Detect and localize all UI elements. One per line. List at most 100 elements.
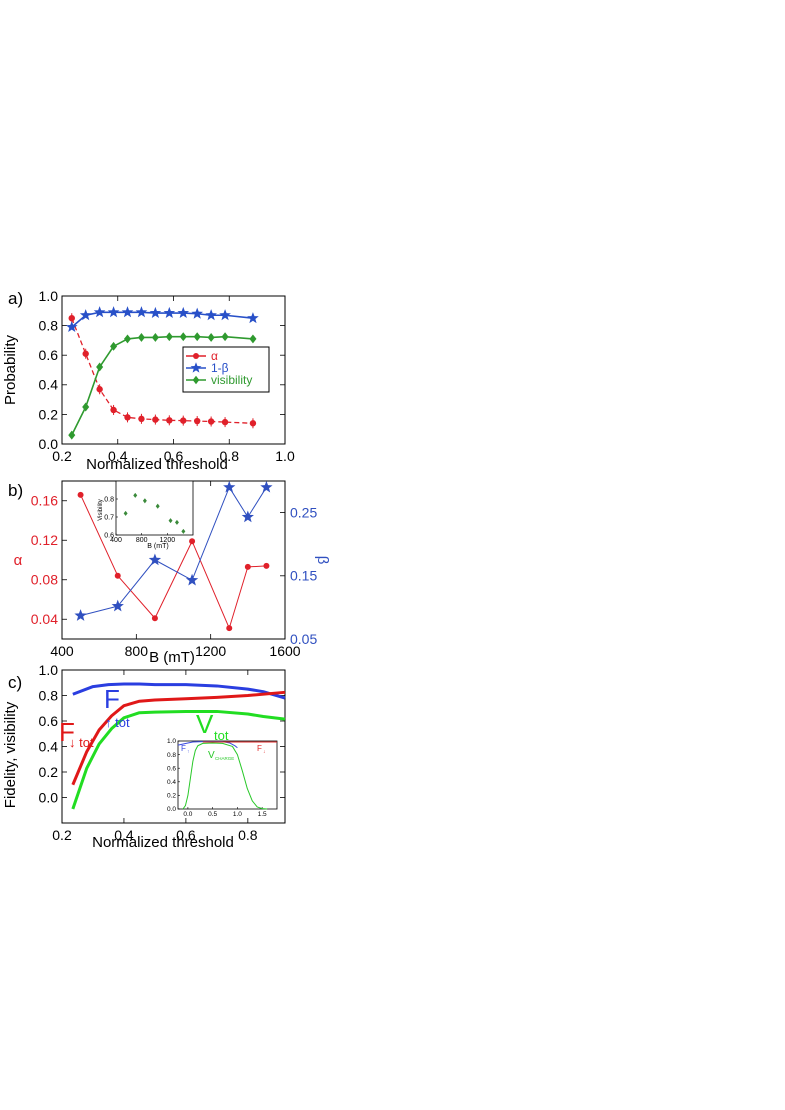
series-visibility-point [165,332,173,342]
inset-visibility-point [133,492,138,498]
panel-b-series [74,480,273,632]
series-f-down-tot-line [71,690,286,786]
inset-visibility-point [155,503,160,509]
inset-x-tick-label: 0.5 [208,811,217,818]
label-f-up-tot: F ↑ tot [104,684,130,730]
series-visibility-point [68,430,76,440]
inset-x-tick-label: 400 [110,537,122,544]
series-alpha-point [193,417,201,425]
panel-b: b) 400 800 1200 1600 0.04 0.08 0.12 0.16 0.05 0.1… [8,480,331,666]
panel-c-y-tick-label: 0.6 [39,713,59,729]
inset-visibility-point [181,528,186,534]
panel-b-y-tick-label: 0.04 [31,611,58,627]
panel-b-x-axis-label: B (mT) [149,649,195,666]
panel-a-y-tick-label: 0.4 [39,377,59,393]
panel-a-x-axis-label: Normalized threshold [86,456,228,473]
inset-label-v-charge-sub: CHARGE [215,756,234,761]
panel-c-y-axis-label: Fidelity, visibility [2,701,19,808]
series-one-minus-beta-point [163,306,176,318]
series-alpha-point [82,350,89,357]
label-f-up-tot-main: F [104,684,120,714]
label-f-down-tot: F ↓ tot [59,717,94,750]
series-visibility-point [82,402,90,412]
inset-label-f-up-sub: ↑ [187,749,190,755]
label-v-tot: V tot [196,709,229,743]
panel-a-y-tick-label: 0.2 [39,406,59,422]
series-alpha-point [244,563,251,570]
inset-y-tick-label: 0.6 [104,533,114,540]
label-v-tot-main: V [196,709,214,739]
series-beta-point [185,573,199,586]
panel-c-y-tick-label: 0.0 [39,789,59,805]
label-f-down-tot-sub: ↓ tot [69,735,94,750]
series-alpha-point [68,315,75,322]
series-alpha-point [114,572,121,579]
panel-b-inset-y-axis-label: Visibility [98,499,104,521]
series-alpha-point [138,415,145,423]
inset-y-tick-label: 0.6 [167,765,176,772]
series-visibility-point [179,332,187,342]
panel-a-ticks: 0.2 0.4 0.6 0.8 1.00.00.20.40.60.81.0 [39,288,295,464]
series-visibility-point [96,362,104,372]
panel-a-x-tick-label: 0.8 [220,448,240,464]
panel-c-series [71,682,286,810]
series-alpha-point [226,625,233,632]
label-f-down-tot-main: F [59,717,75,747]
label-v-tot-sub: tot [214,728,229,743]
panel-c-inset-content: 0.0 0.5 1.0 1.5 0.0 0.2 0.4 0.6 0.8 1.0 [167,738,277,818]
series-alpha-point [110,406,117,414]
panel-b-x-tick-label: 1200 [195,643,226,659]
panel-c-ticks: 0.2 0.4 0.6 0.8 0.0 0.2 0.4 0.6 0.8 1.0 [39,662,285,843]
panel-a: a) 0.2 0.4 0.6 0.8 1.00.00.20.40.60.81.0 Nor… [2,288,295,473]
panel-a-x-tick-label: 0.2 [52,448,72,464]
series-beta-point [111,599,124,612]
inset-x-tick-label: 1.0 [233,811,242,818]
label-f-up-tot-sub: ↑ tot [105,715,130,730]
panel-b-left-axis-label: α [14,552,23,569]
series-visibility-point [249,334,257,344]
panel-c-inset: 0.0 0.5 1.0 1.5 0.0 0.2 0.4 0.6 0.8 1.0 F ↑ F ↓ V… [167,738,278,818]
inset-label-f-down-sub: ↓ [263,749,266,755]
panel-b-y-tick-label: 0.16 [31,493,58,509]
panel-c-y-tick-label: 0.2 [39,764,59,780]
series-alpha-point [263,562,270,569]
panel-b-ticks: 400 800 1200 1600 0.04 0.08 0.12 0.16 0.05 0.15 0.… [31,481,317,659]
panel-c-x-tick-label: 0.2 [52,827,72,843]
inset-label-f-up: F [181,744,186,753]
panel-c-y-tick-label: 0.8 [39,687,59,703]
panel-a-x-tick-label: 0.4 [108,448,128,464]
series-beta-point [223,480,236,493]
series-one-minus-beta-point [149,306,162,318]
panel-c-x-tick-label: 0.8 [238,827,258,843]
panel-b-y-tick-label: 0.08 [31,572,58,588]
panel-c-y-tick-label: 0.4 [39,738,59,754]
inset-series-v-charge-line [182,742,268,810]
panel-a-series [65,306,259,440]
series-beta-point [148,553,162,566]
inset-x-tick-label: 1.5 [258,811,267,818]
series-one-minus-beta-point [107,306,120,318]
legend-alpha-label: α [211,349,218,363]
series-alpha-point [189,538,196,545]
legend-one-minus-beta-label: 1-β [211,361,229,375]
series-one-minus-beta-point [205,309,217,321]
series-visibility-point [221,332,229,342]
panel-c-label: c) [8,673,22,692]
series-one-minus-beta-point [135,306,148,318]
inset-label-v-charge: V [208,750,215,761]
series-one-minus-beta-point [65,320,78,333]
series-beta-point [260,480,273,493]
series-one-minus-beta-point [121,306,134,318]
series-alpha-point [207,418,215,425]
inset-label-f-down: F [257,744,262,753]
legend-alpha-marker [193,353,199,359]
inset-y-tick-label: 1.0 [167,738,176,745]
series-one-minus-beta-point [219,309,231,321]
series-one-minus-beta-point [177,306,190,318]
panel-b-inset-x-axis-label: B (mT) [147,543,168,550]
panel-b-right-axis-label: β [314,556,331,565]
panel-b-inset-frame [115,480,194,536]
inset-visibility-point [168,518,173,524]
panel-b-right-y-tick-label: 0.25 [290,505,317,521]
